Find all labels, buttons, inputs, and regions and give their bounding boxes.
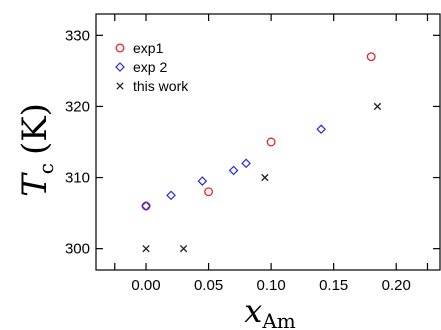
point-exp-2 xyxy=(316,124,327,135)
point-exp1 xyxy=(266,137,276,147)
x-marker-stroke xyxy=(261,173,269,182)
data-points xyxy=(141,52,382,253)
x-axis-label: xAm xyxy=(244,292,295,330)
y-tick-label: 330 xyxy=(65,27,90,44)
legend-marker-exp1 xyxy=(115,43,125,53)
x-tick-label: 0.20 xyxy=(382,277,411,294)
point-exp-2 xyxy=(241,158,251,169)
x-tick-label: 0.15 xyxy=(319,277,348,294)
plot-frame xyxy=(95,13,441,271)
x-tick-label: 0.00 xyxy=(131,277,160,294)
point-exp-2 xyxy=(228,165,239,176)
y-axis-label-sub: c xyxy=(34,163,58,174)
point-exp-2 xyxy=(141,201,151,211)
axes-frame xyxy=(95,13,441,271)
x-tick-label: 0.05 xyxy=(194,277,223,294)
x-marker-stroke xyxy=(142,245,150,253)
legend-marker-this-work xyxy=(116,82,124,90)
point-exp-2 xyxy=(166,190,176,201)
point-this-work xyxy=(142,245,150,253)
y-tick-label: 300 xyxy=(65,241,90,258)
ticks: 0.00 0.05 0.10 0.15 0.20 300 310 320 330 xyxy=(65,14,440,294)
point-exp-2 xyxy=(197,176,208,186)
legend: exp1 exp 2 this work xyxy=(115,40,189,94)
legend-marker-exp-2 xyxy=(115,62,125,72)
point-exp1 xyxy=(204,187,214,197)
point-this-work xyxy=(261,173,269,182)
point-this-work xyxy=(179,245,188,253)
point-exp1 xyxy=(366,52,376,62)
x-axis-label-sub: Am xyxy=(261,309,295,330)
point-this-work xyxy=(373,102,382,111)
y-tick-label: 310 xyxy=(65,170,90,187)
x-marker-stroke xyxy=(179,245,188,253)
y-tick-label: 320 xyxy=(65,98,90,115)
x-marker-stroke xyxy=(116,82,124,90)
legend-label-this-work: this work xyxy=(133,78,189,94)
legend-label-exp-2: exp 2 xyxy=(133,59,167,75)
y-axis-label: Tc(K) xyxy=(15,103,58,197)
x-marker-stroke xyxy=(373,102,382,111)
legend-label-exp1: exp1 xyxy=(133,40,164,56)
point-exp1 xyxy=(141,201,151,211)
x-tick-label: 0.10 xyxy=(257,277,286,294)
y-axis-label-unit: (K) xyxy=(15,103,55,155)
